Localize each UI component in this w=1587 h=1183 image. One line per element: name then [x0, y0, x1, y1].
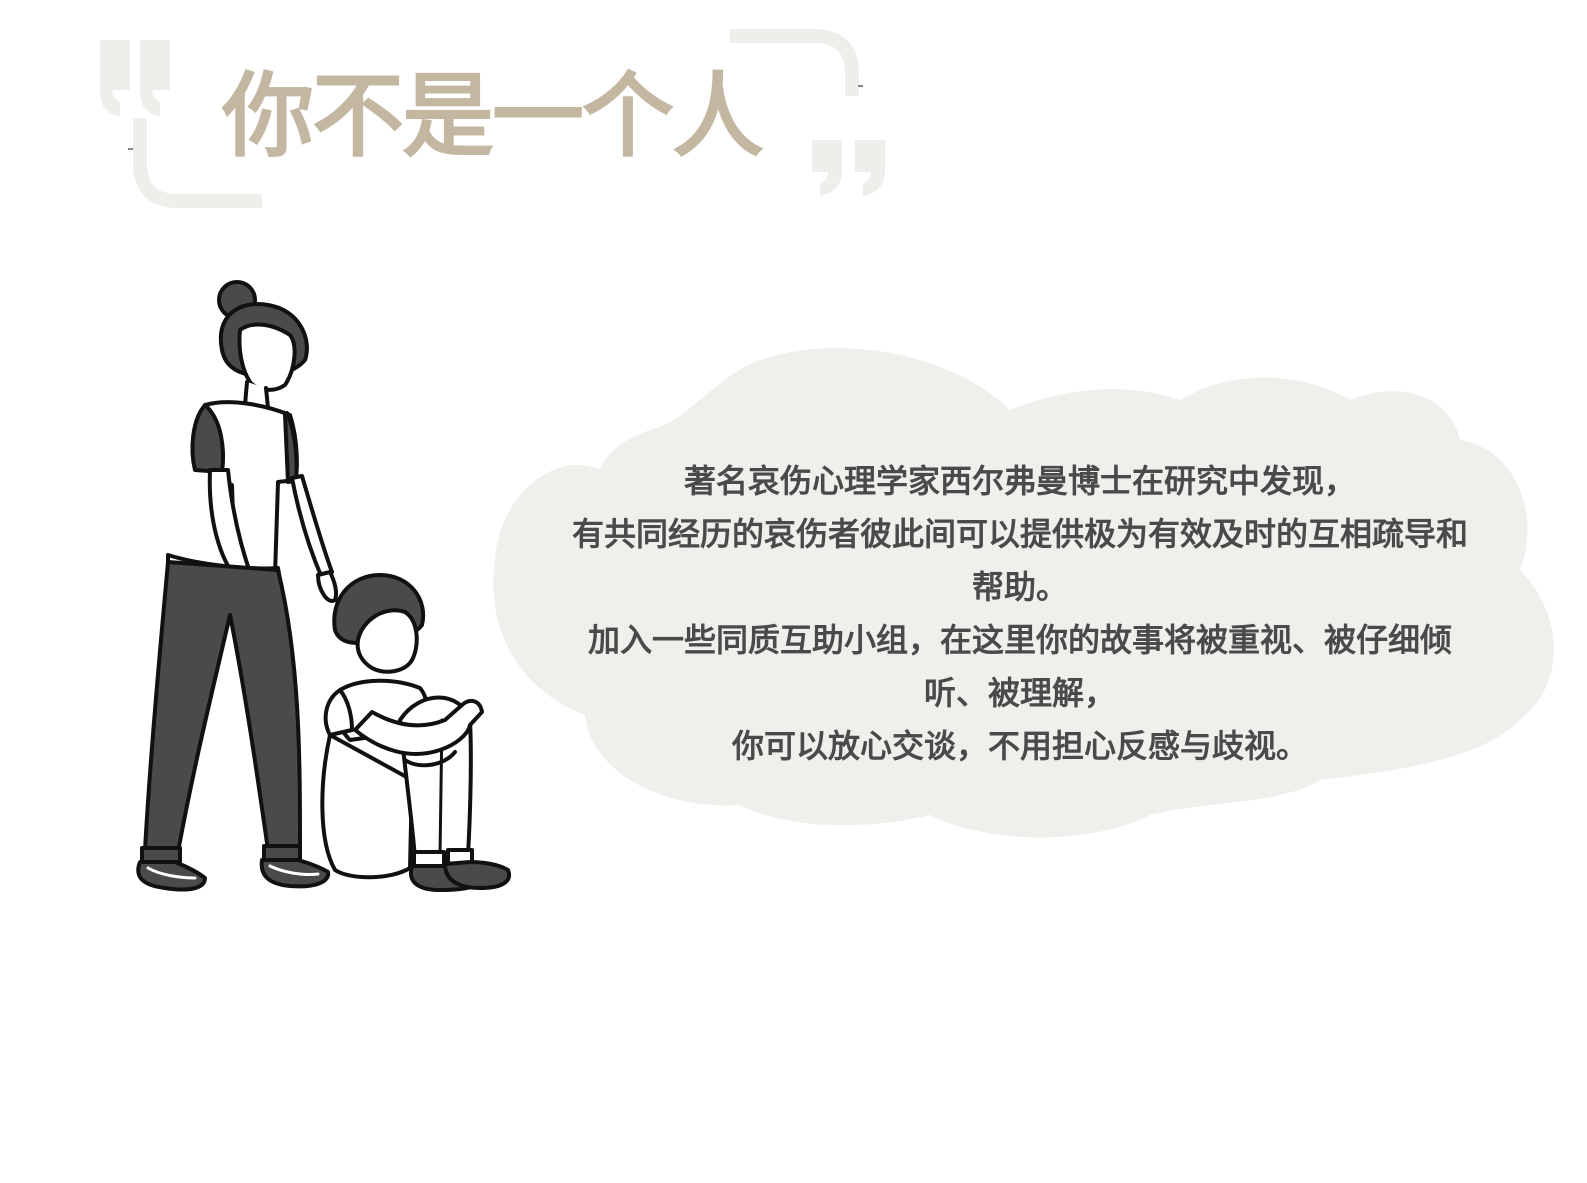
paragraph-3: 加入一些同质互助小组，在这里你的故事将被重视、被仔细倾听、被理解， [587, 621, 1452, 712]
close-quote-icon [812, 140, 885, 196]
page-title: 你不是一个人 [222, 63, 764, 170]
frame-right-corner [730, 29, 859, 96]
body-text: 著名哀伤心理学家西尔弗曼博士在研究中发现， 有共同经历的哀伤者彼此间可以提供极为… [565, 455, 1475, 773]
open-quote-icon [100, 40, 170, 116]
paragraph-1: 著名哀伤心理学家西尔弗曼博士在研究中发现， [683, 462, 1356, 500]
comfort-illustration [136, 280, 511, 892]
frame-left-corner [133, 118, 262, 208]
paragraph-4: 你可以放心交谈，不用担心反感与歧视。 [731, 727, 1308, 765]
paragraph-2: 有共同经历的哀伤者彼此间可以提供极为有效及时的互相疏导和帮助。 [571, 515, 1468, 606]
standing-woman-icon [136, 280, 339, 892]
sitting-child-icon [320, 573, 511, 892]
